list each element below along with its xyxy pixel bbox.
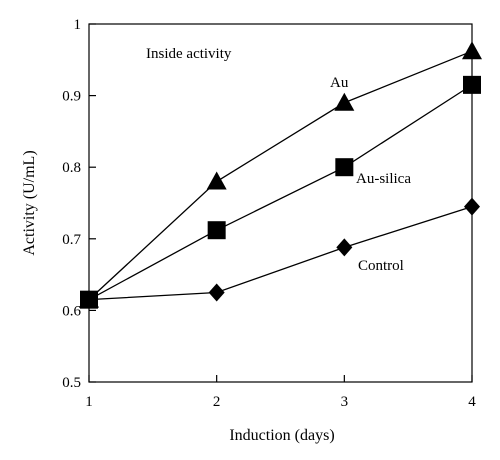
y-axis: 0.5 0.6 0.7 0.8 0.9 1 [62,17,96,391]
data-point-control [336,238,353,257]
x-tick-label: 3 [341,394,349,410]
series-label-au-silica: Au-silica [356,171,411,187]
x-axis: 1 2 3 4 [85,375,476,410]
data-point-control [81,290,97,309]
data-point-au-silica [335,158,354,177]
y-tick-label: 0.7 [62,232,81,248]
y-tick-label: 0.6 [62,303,81,319]
plot-frame [88,23,473,383]
series-line-au-silica [88,84,473,301]
y-tick-label: 1 [74,17,82,33]
chart-annotation: Inside activity [146,46,232,62]
x-axis-title: Induction (days) [229,427,334,444]
x-tick-label: 2 [213,394,221,410]
data-point-au-silica [207,221,226,240]
y-tick-label: 0.9 [62,89,81,105]
data-point-au-silica [463,75,481,94]
series-label-control: Control [358,258,404,274]
data-point-au [334,92,355,111]
series-line-control [88,205,473,301]
data-point-au [462,41,482,60]
data-point-control [208,283,225,302]
y-tick-label: 0.5 [62,375,81,391]
data-point-au [206,171,227,190]
x-tick-label: 4 [468,394,476,410]
x-tick-label: 1 [85,394,93,410]
data-point-control [464,197,480,216]
y-tick-label: 0.8 [62,160,81,176]
series-layer [79,41,482,309]
series-line-au [88,50,473,301]
series-label-au: Au [330,75,349,91]
y-axis-title: Activity (U/mL) [21,150,38,255]
